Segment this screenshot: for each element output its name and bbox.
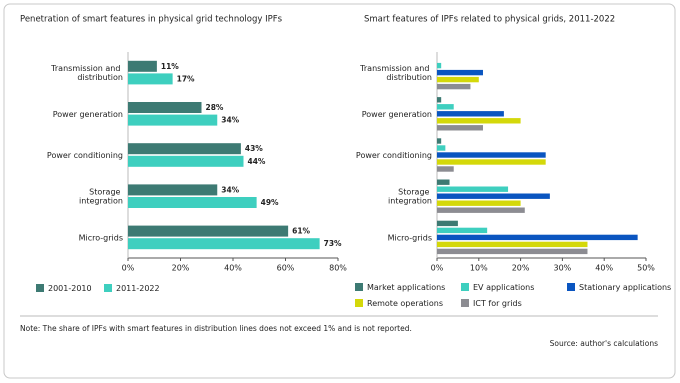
- legend-swatch: [104, 284, 112, 292]
- legend-label: 2001-2010: [48, 284, 92, 293]
- category-label: Storage integration: [79, 187, 123, 205]
- x-tick-label: 80%: [329, 264, 347, 273]
- bar: [437, 152, 546, 158]
- bar: [128, 225, 289, 237]
- legend-swatch: [355, 299, 363, 307]
- bar: [437, 83, 471, 90]
- bar: [437, 159, 546, 165]
- bar: [437, 234, 638, 241]
- value-label: 17%: [177, 74, 195, 83]
- bar: [437, 104, 454, 110]
- bar: [128, 73, 173, 85]
- category-label: Micro-grids: [388, 233, 432, 242]
- legend-swatch: [461, 299, 469, 307]
- x-tick-label: 30%: [554, 264, 572, 273]
- chart-title: Penetration of smart features in physica…: [20, 15, 283, 25]
- x-tick-label: 50%: [637, 264, 655, 273]
- note: Note: The share of IPFs with smart featu…: [20, 324, 412, 333]
- value-label: 49%: [261, 198, 279, 207]
- category-label: Power generation: [53, 109, 123, 118]
- bar: [437, 118, 521, 124]
- bar: [437, 179, 450, 185]
- category-label: Power generation: [362, 109, 432, 118]
- bar: [437, 193, 550, 199]
- bar: [437, 220, 458, 227]
- legend-label: EV applications: [473, 283, 534, 292]
- bar: [437, 186, 509, 192]
- card: [3, 3, 676, 379]
- bar: [437, 69, 483, 76]
- bar: [128, 184, 218, 196]
- bar: [437, 200, 521, 206]
- bar: [128, 238, 320, 250]
- value-label: 44%: [248, 157, 266, 166]
- category-label: Transmission and distribution: [359, 64, 432, 82]
- bar: [128, 60, 157, 72]
- value-label: 34%: [221, 116, 239, 125]
- legend-label: Market applications: [367, 283, 445, 292]
- x-tick-label: 20%: [172, 264, 190, 273]
- chart-title: Smart features of IPFs related to physic…: [364, 15, 615, 25]
- bar: [128, 197, 257, 208]
- legend-swatch: [355, 283, 363, 291]
- category-label: Micro-grids: [79, 233, 123, 242]
- bar: [437, 111, 504, 117]
- x-tick-label: 40%: [595, 264, 613, 273]
- bar: [128, 155, 244, 167]
- bar: [437, 227, 488, 234]
- bar: [128, 143, 241, 155]
- bar: [437, 145, 446, 151]
- legend-swatch: [461, 283, 469, 291]
- x-tick-label: 40%: [224, 264, 242, 273]
- value-label: 34%: [221, 185, 239, 194]
- category-label: Transmission and distribution: [50, 64, 123, 82]
- bar: [437, 207, 525, 213]
- x-tick-label: 0%: [431, 264, 444, 273]
- legend-label: 2011-2022: [116, 284, 160, 293]
- category-label: Power conditioning: [356, 151, 432, 160]
- bar: [437, 138, 442, 144]
- x-tick-label: 60%: [277, 264, 295, 273]
- category-label: Storage integration: [388, 187, 432, 205]
- legend-label: Remote operations: [367, 299, 443, 308]
- x-tick-label: 0%: [122, 264, 135, 273]
- value-label: 61%: [292, 227, 310, 236]
- value-label: 28%: [206, 103, 224, 112]
- category-label: Power conditioning: [47, 151, 123, 160]
- value-label: 43%: [245, 144, 263, 153]
- source: Source: author's calculations: [550, 339, 658, 348]
- legend-swatch: [36, 284, 44, 292]
- bar: [437, 97, 442, 103]
- x-tick-label: 10%: [470, 264, 488, 273]
- bar: [437, 62, 442, 69]
- bar: [437, 166, 454, 172]
- legend-swatch: [567, 283, 575, 291]
- bar: [437, 248, 588, 255]
- legend-label: ICT for grids: [473, 299, 522, 308]
- x-tick-label: 20%: [512, 264, 530, 273]
- bar: [437, 125, 483, 131]
- legend-label: Stationary applications: [579, 283, 671, 292]
- bar: [437, 241, 588, 248]
- bar: [437, 76, 479, 83]
- value-label: 11%: [161, 62, 179, 71]
- bar: [128, 114, 218, 126]
- bar: [128, 102, 202, 113]
- value-label: 73%: [324, 239, 342, 248]
